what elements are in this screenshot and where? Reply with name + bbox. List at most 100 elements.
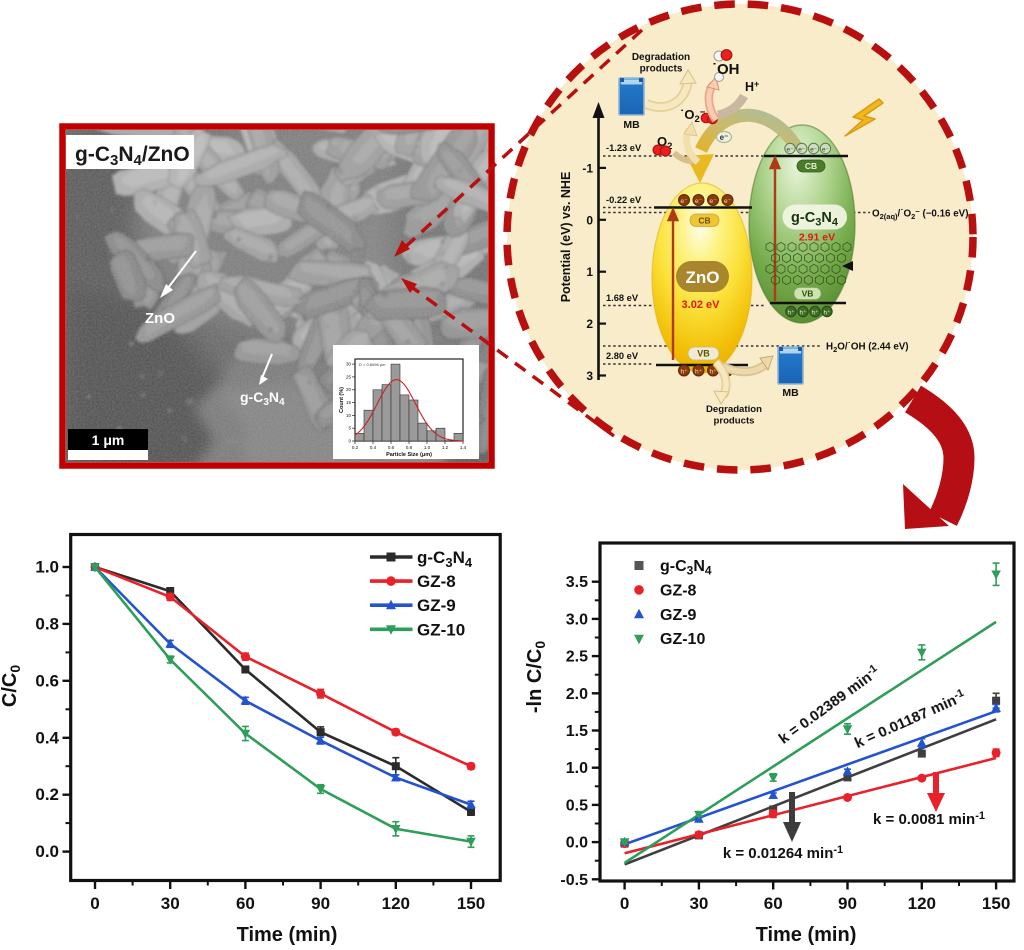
svg-text:MB: MB xyxy=(623,119,640,131)
svg-text:e⁻: e⁻ xyxy=(695,198,703,205)
svg-text:GZ-9: GZ-9 xyxy=(660,607,697,624)
svg-text:1.0: 1.0 xyxy=(566,760,588,777)
svg-text:h⁺: h⁺ xyxy=(799,309,807,316)
svg-text:Time (min): Time (min) xyxy=(237,924,338,946)
svg-text:120: 120 xyxy=(908,894,936,913)
svg-text:Potential (eV) vs. NHE: Potential (eV) vs. NHE xyxy=(559,172,573,303)
svg-text:˙O2−: ˙O2− xyxy=(680,107,706,125)
svg-text:Degradation: Degradation xyxy=(632,52,690,63)
svg-text:ZnO: ZnO xyxy=(145,310,175,327)
svg-text:1.0: 1.0 xyxy=(424,445,431,450)
svg-text:D = 0.6096 μm: D = 0.6096 μm xyxy=(359,362,386,367)
svg-text:3.0: 3.0 xyxy=(566,611,588,628)
svg-text:-1: -1 xyxy=(582,161,593,175)
svg-text:H2O/˙OH (2.44 eV): H2O/˙OH (2.44 eV) xyxy=(826,342,909,355)
svg-text:g-C3N4: g-C3N4 xyxy=(791,210,839,229)
svg-text:2.80 eV: 2.80 eV xyxy=(606,351,639,361)
svg-text:h⁺: h⁺ xyxy=(680,368,688,375)
svg-text:0.4: 0.4 xyxy=(370,445,377,450)
svg-text:0.2: 0.2 xyxy=(352,445,359,450)
svg-text:2.91 eV: 2.91 eV xyxy=(799,232,835,244)
svg-text:VB: VB xyxy=(802,289,814,299)
svg-text:90: 90 xyxy=(311,894,330,913)
svg-text:0.2: 0.2 xyxy=(35,785,59,804)
svg-text:1.2: 1.2 xyxy=(442,445,449,450)
svg-text:-0.5: -0.5 xyxy=(560,872,588,889)
svg-text:h⁺: h⁺ xyxy=(811,309,819,316)
svg-text:g-C3N4/ZnO: g-C3N4/ZnO xyxy=(75,143,190,169)
svg-text:30: 30 xyxy=(161,894,180,913)
svg-text:h⁺: h⁺ xyxy=(695,368,703,375)
svg-text:e⁻: e⁻ xyxy=(786,146,794,153)
svg-text:0: 0 xyxy=(90,894,99,913)
svg-text:CB: CB xyxy=(698,216,710,226)
svg-text:30: 30 xyxy=(346,362,352,367)
svg-text:20: 20 xyxy=(346,387,352,392)
svg-text:˙OH: ˙OH xyxy=(712,61,740,78)
svg-text:120: 120 xyxy=(382,894,410,913)
svg-text:e⁻: e⁻ xyxy=(720,133,729,142)
svg-text:GZ-10: GZ-10 xyxy=(660,631,705,648)
svg-text:-0.22 eV: -0.22 eV xyxy=(606,195,642,205)
svg-text:1.5: 1.5 xyxy=(566,723,588,740)
svg-text:VB: VB xyxy=(697,349,710,359)
svg-text:e⁻: e⁻ xyxy=(810,146,818,153)
svg-text:10: 10 xyxy=(346,413,352,418)
svg-text:k = 0.0081 min-1: k = 0.0081 min-1 xyxy=(873,810,985,828)
svg-text:150: 150 xyxy=(457,894,485,913)
svg-text:150: 150 xyxy=(982,894,1010,913)
svg-text:1.4: 1.4 xyxy=(460,445,467,450)
svg-text:g-C3N4: g-C3N4 xyxy=(240,389,285,408)
svg-text:0: 0 xyxy=(586,213,593,227)
svg-text:0.0: 0.0 xyxy=(35,842,59,861)
svg-text:Count (%): Count (%) xyxy=(339,387,345,413)
svg-text:h⁺: h⁺ xyxy=(787,309,795,316)
svg-text:0.8: 0.8 xyxy=(35,614,59,633)
svg-text:1: 1 xyxy=(586,265,593,279)
svg-text:Particle Size (μm): Particle Size (μm) xyxy=(386,452,432,458)
svg-text:0.6: 0.6 xyxy=(388,445,395,450)
svg-text:CB: CB xyxy=(805,161,817,171)
svg-text:GZ-8: GZ-8 xyxy=(417,572,456,591)
svg-text:products: products xyxy=(640,64,683,75)
svg-text:0.4: 0.4 xyxy=(35,728,59,747)
svg-text:h⁺: h⁺ xyxy=(823,309,831,316)
svg-text:2: 2 xyxy=(586,317,593,331)
svg-text:-1.23 eV: -1.23 eV xyxy=(606,143,642,153)
svg-text:1.68 eV: 1.68 eV xyxy=(606,293,639,303)
svg-text:products: products xyxy=(713,416,754,427)
svg-text:ZnO: ZnO xyxy=(686,268,720,287)
svg-text:0.5: 0.5 xyxy=(566,797,588,814)
svg-text:30: 30 xyxy=(689,894,708,913)
svg-text:C/C0: C/C0 xyxy=(0,665,23,707)
svg-text:0.0: 0.0 xyxy=(566,835,588,852)
svg-text:g-C3N4: g-C3N4 xyxy=(660,558,712,578)
svg-text:0: 0 xyxy=(620,894,629,913)
svg-text:1 μm: 1 μm xyxy=(92,432,125,448)
svg-text:60: 60 xyxy=(764,894,783,913)
svg-text:2.5: 2.5 xyxy=(566,649,588,666)
svg-text:1.0: 1.0 xyxy=(35,558,59,577)
svg-text:-ln C/C0: -ln C/C0 xyxy=(524,641,548,713)
svg-text:0.6: 0.6 xyxy=(35,671,59,690)
svg-text:2.0: 2.0 xyxy=(566,686,588,703)
svg-text:e⁻: e⁻ xyxy=(680,198,688,205)
svg-text:h⁺: h⁺ xyxy=(709,368,717,375)
svg-text:90: 90 xyxy=(838,894,857,913)
svg-text:e⁻: e⁻ xyxy=(798,146,806,153)
svg-text:0.8: 0.8 xyxy=(406,445,413,450)
svg-text:k = 0.01264 min-1: k = 0.01264 min-1 xyxy=(723,844,843,862)
svg-text:GZ-10: GZ-10 xyxy=(417,620,465,639)
svg-text:3: 3 xyxy=(586,369,593,383)
svg-text:GZ-8: GZ-8 xyxy=(660,582,697,599)
svg-text:GZ-9: GZ-9 xyxy=(417,596,456,615)
svg-text:g-C3N4: g-C3N4 xyxy=(417,548,473,570)
svg-text:3.5: 3.5 xyxy=(566,574,588,591)
svg-text:0: 0 xyxy=(348,439,351,444)
svg-text:e⁻: e⁻ xyxy=(709,198,717,205)
svg-text:MB: MB xyxy=(782,387,799,399)
svg-text:60: 60 xyxy=(236,894,255,913)
svg-text:5: 5 xyxy=(348,426,351,431)
svg-text:Degradation: Degradation xyxy=(706,404,762,415)
svg-text:25: 25 xyxy=(346,374,352,379)
